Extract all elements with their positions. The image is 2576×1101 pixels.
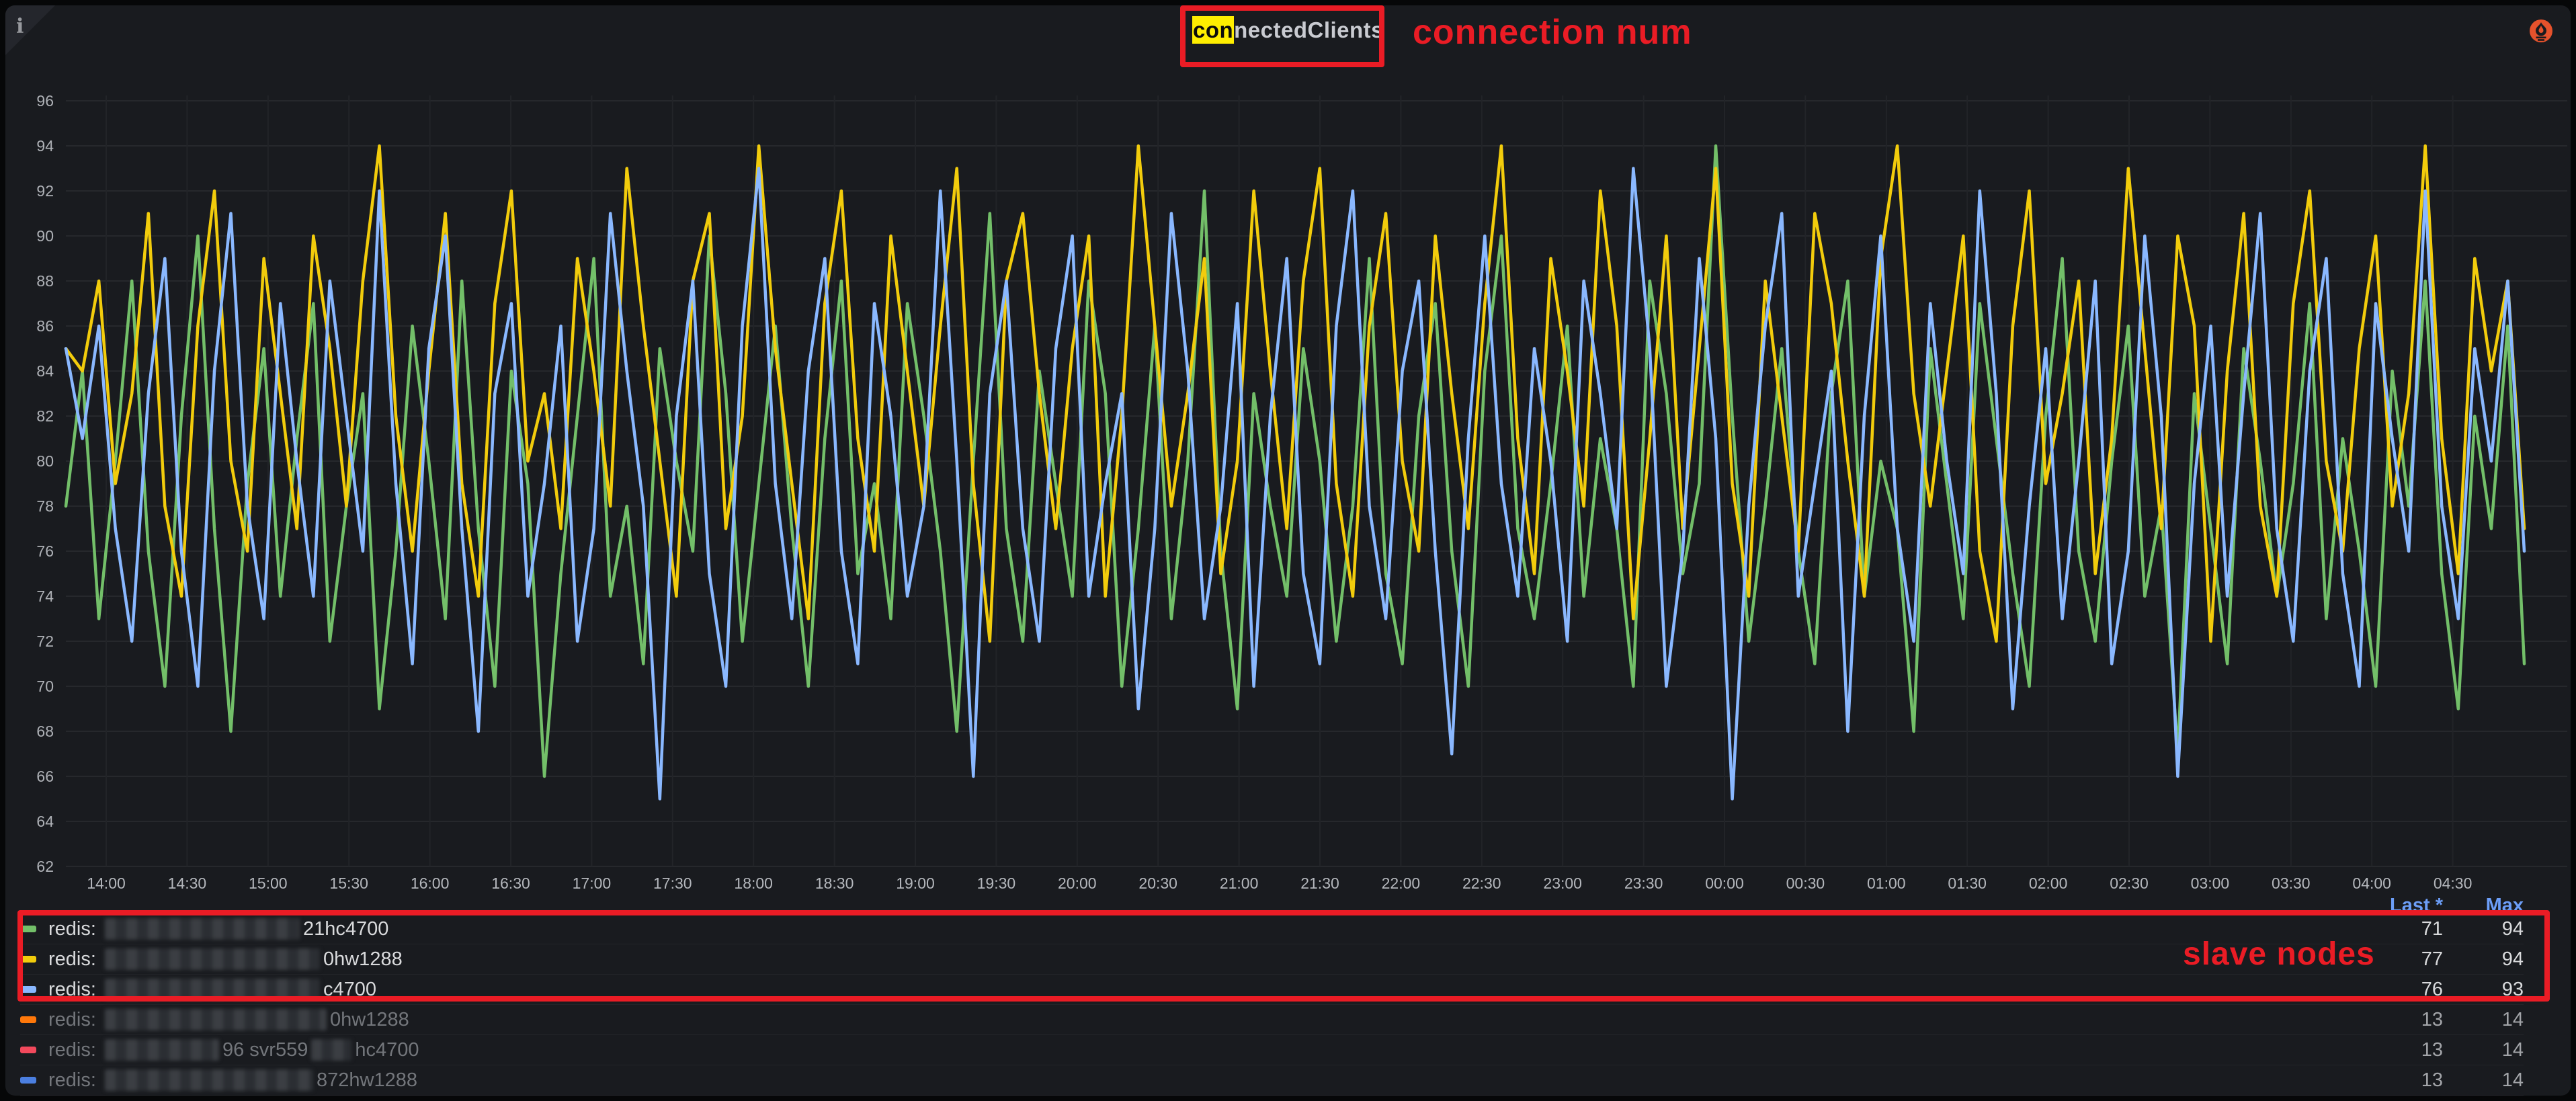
x-tick-label: 01:00: [1867, 874, 1906, 892]
y-tick-label: 92: [36, 182, 54, 200]
x-tick-label: 02:00: [2029, 874, 2068, 892]
legend-row[interactable]: redis: 872hw1288 13 14: [20, 1065, 2524, 1096]
y-tick-label: 76: [36, 542, 54, 560]
series-max-value: 94: [2501, 948, 2524, 970]
legend-header: Last * Max: [20, 894, 2524, 916]
x-tick-label: 23:30: [1624, 874, 1663, 892]
series-color-swatch: [20, 926, 36, 932]
redacted-text: [104, 979, 320, 1000]
x-tick-label: 17:00: [573, 874, 612, 892]
series-last-value: 13: [2421, 1008, 2443, 1030]
x-tick-label: 15:30: [329, 874, 368, 892]
y-tick-label: 62: [36, 858, 54, 875]
series-last-value: 71: [2421, 918, 2443, 940]
redacted-text: [104, 1039, 219, 1061]
series-max-value: 94: [2501, 918, 2524, 940]
series-max-value: 93: [2501, 978, 2524, 1000]
series-last-value: 13: [2421, 1038, 2443, 1061]
legend-row[interactable]: redis: 21hc4700 71 94: [20, 914, 2524, 944]
series-label: redis: 0hw1288: [48, 1008, 409, 1030]
y-tick-label: 68: [36, 723, 54, 740]
prometheus-icon: [2530, 19, 2552, 42]
y-tick-label: 74: [36, 587, 54, 605]
x-tick-label: 04:30: [2434, 874, 2473, 892]
x-tick-label: 18:00: [734, 874, 773, 892]
x-tick-label: 18:30: [815, 874, 854, 892]
x-tick-label: 15:00: [249, 874, 288, 892]
legend-row[interactable]: redis: 96 svr559 hc4700 13 14: [20, 1035, 2524, 1065]
y-tick-label: 72: [36, 633, 54, 650]
x-tick-label: 16:30: [491, 874, 530, 892]
y-tick-label: 86: [36, 317, 54, 335]
redacted-text: [104, 948, 320, 970]
y-tick-label: 90: [36, 227, 54, 245]
series-last-value: 76: [2421, 978, 2443, 1000]
y-tick-label: 78: [36, 497, 54, 515]
x-tick-label: 03:30: [2272, 874, 2311, 892]
x-tick-label: 00:30: [1786, 874, 1825, 892]
legend-col-max[interactable]: Max: [2485, 894, 2524, 916]
y-tick-label: 66: [36, 768, 54, 785]
timeseries-plot[interactable]: 96 94 92 90 88 86 84 82 80 78 76 74 72 70 68 66 64 62 14:0…: [0, 0, 2576, 901]
x-tick-label: 14:00: [87, 874, 126, 892]
legend: Last * Max redis: 21hc4700 71 94 redis: 0hw…: [20, 894, 2524, 1096]
x-tick-label: 04:00: [2352, 874, 2391, 892]
series-label: redis: 96 svr559 hc4700: [48, 1038, 419, 1061]
legend-row[interactable]: redis: 0hw1288 77 94: [20, 944, 2524, 975]
x-tick-label: 20:00: [1058, 874, 1097, 892]
x-tick-label: 20:30: [1138, 874, 1177, 892]
series-max-value: 14: [2501, 1038, 2524, 1061]
legend-row[interactable]: redis: 0hw1288 13 14: [20, 1005, 2524, 1035]
series-max-value: 14: [2501, 1008, 2524, 1030]
series-label: redis: 21hc4700: [48, 918, 389, 940]
redacted-text: [104, 1069, 313, 1091]
x-tick-label: 01:30: [1948, 874, 1987, 892]
x-tick-label: 23:00: [1543, 874, 1582, 892]
series-max-value: 14: [2501, 1069, 2524, 1091]
series-label: redis: 872hw1288: [48, 1069, 417, 1091]
series-color-swatch: [20, 1077, 36, 1084]
y-tick-label: 88: [36, 272, 54, 290]
series-color-swatch: [20, 956, 36, 963]
series-color-swatch: [20, 1016, 36, 1023]
series-label: redis: c4700: [48, 978, 376, 1000]
title-search-highlight: con: [1192, 16, 1235, 44]
panel-info-corner[interactable]: [5, 5, 55, 55]
x-tick-label: 03:00: [2191, 874, 2230, 892]
title-rest: nectedClients: [1234, 17, 1384, 42]
y-tick-label: 84: [36, 362, 54, 380]
x-tick-label: 22:30: [1462, 874, 1501, 892]
x-tick-label: 14:30: [168, 874, 207, 892]
info-icon[interactable]: i: [16, 15, 24, 38]
y-tick-label: 82: [36, 407, 54, 425]
series-last-value: 13: [2421, 1069, 2443, 1091]
series-line-2: [64, 167, 2526, 801]
x-tick-label: 19:00: [896, 874, 935, 892]
series-line-0: [64, 144, 2526, 778]
y-tick-label: 70: [36, 678, 54, 695]
x-tick-label: 21:30: [1300, 874, 1339, 892]
series-color-swatch: [20, 986, 36, 993]
y-tick-label: 96: [36, 92, 54, 110]
x-tick-label: 22:00: [1382, 874, 1421, 892]
x-tick-label: 00:00: [1705, 874, 1744, 892]
legend-col-last[interactable]: Last *: [2390, 894, 2443, 916]
redacted-text: [104, 1009, 327, 1030]
x-tick-label: 17:30: [653, 874, 692, 892]
series-color-swatch: [20, 1047, 36, 1053]
x-tick-label: 02:30: [2110, 874, 2149, 892]
redacted-text: [311, 1039, 352, 1061]
x-tick-label: 21:00: [1220, 874, 1259, 892]
redacted-text: [104, 918, 300, 940]
x-tick-label: 16:00: [411, 874, 450, 892]
y-tick-label: 80: [36, 452, 54, 470]
y-tick-label: 64: [36, 813, 54, 830]
legend-row[interactable]: redis: c4700 76 93: [20, 975, 2524, 1005]
series-label: redis: 0hw1288: [48, 948, 403, 970]
series-last-value: 77: [2421, 948, 2443, 970]
x-tick-label: 19:30: [977, 874, 1016, 892]
panel-title[interactable]: connectedClients: [0, 16, 2576, 44]
y-tick-label: 94: [36, 137, 54, 155]
